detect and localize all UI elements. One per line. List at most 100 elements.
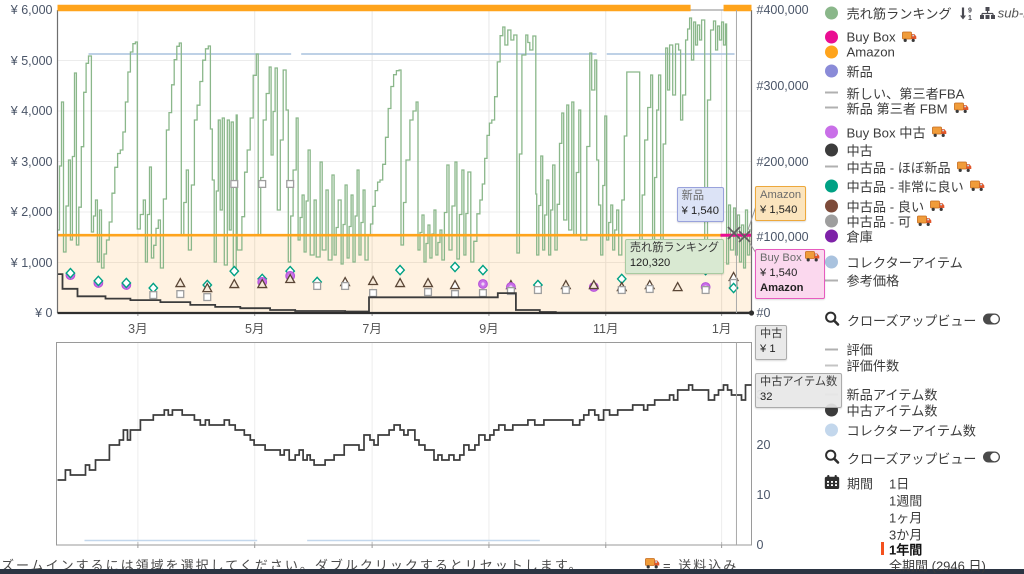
rank-tick-label: #300,000 (756, 78, 809, 93)
legend-item-新品 第三者 FBM[interactable]: 新品 第三者 FBM (824, 98, 969, 117)
legend-item-中古品 - 良い[interactable]: 中古品 - 良い (824, 196, 946, 215)
sitemap-icon (979, 7, 995, 20)
legend-item-新品[interactable]: 新品 (824, 61, 873, 80)
used-price-end-dot (748, 310, 755, 316)
legend-item-新しい、第三者FBA[interactable]: 新しい、第三者FBA (824, 83, 964, 102)
legend-color-dot (824, 214, 838, 228)
tooltip-used-value: ¥ 1 (760, 343, 776, 356)
legend-color-dot (824, 64, 838, 77)
legend-label: Buy Box (846, 29, 896, 45)
legend-dash-icon (824, 165, 838, 168)
calendar-icon (824, 474, 840, 492)
legend-item-倉庫[interactable]: 倉庫 (824, 227, 873, 246)
tooltip-used-price: 中古 ¥ 1 (755, 325, 788, 361)
tooltip-rank-title: 売れ筋ランキング (629, 242, 719, 254)
legend-label: 中古品 - 良い (846, 199, 925, 214)
price-tick-label: ¥ 5,000 (10, 53, 53, 68)
svg-text:1: 1 (968, 15, 972, 21)
status-bar: ズームインするには領域を選択してください。ダブルクリックするとリセットします。 … (1, 555, 736, 573)
period-option-1年間[interactable]: 1年間 (881, 539, 922, 558)
month-tick-label: 3月 (128, 322, 148, 336)
toggle-on-icon[interactable] (983, 451, 1001, 466)
period-selector-header: 期間 (824, 474, 880, 493)
legend-item-コレクターアイテム[interactable]: コレクターアイテム (824, 253, 963, 272)
legend-item-Amazon[interactable]: Amazon (824, 45, 895, 60)
sales-rank-line (57, 17, 753, 271)
legend-label: 売れ筋ランキング (846, 6, 952, 22)
tooltip-buybox-price: Buy Box ¥ 1,540 Amazon (755, 249, 825, 300)
toggle-on-icon[interactable] (983, 313, 1001, 328)
legend-color-dot (824, 6, 838, 20)
legend-color-dot (824, 199, 838, 212)
legend-label: 中古品 - 可 (846, 214, 911, 230)
period-option-1日[interactable]: 1日 (889, 476, 910, 492)
tooltip-new-title: 新品 (681, 190, 705, 202)
legend-color-dot (824, 30, 838, 44)
legend-color-dot (824, 45, 838, 59)
legend-label: コレクターアイテム (846, 255, 963, 271)
used-item-count-line (57, 384, 752, 481)
closeup-view-label: クローズアップビュー (847, 313, 977, 329)
rank-tick-label: #100,000 (756, 230, 809, 245)
legend-dash-icon (824, 348, 838, 350)
tooltip-sales-rank: 売れ筋ランキング 120,320 (624, 239, 724, 275)
closeup-view-top: クローズアップビュー (824, 311, 1001, 330)
closeup-view-label: クローズアップビュー (847, 451, 977, 467)
svg-text:9: 9 (968, 7, 972, 14)
tooltip-rank-value: 120,320 (629, 257, 671, 270)
legend-item-参考価格[interactable]: 参考価格 (824, 271, 900, 290)
legend-label: 新品 (846, 64, 873, 79)
price-tick-label: ¥ 1,000 (10, 255, 53, 270)
legend-item-Buy Box 中古[interactable]: Buy Box 中古 (824, 122, 947, 141)
legend-label: コレクターアイテム数 (846, 423, 977, 439)
truck-icon (804, 251, 820, 264)
tooltip-amazon-title: Amazon (760, 189, 802, 201)
month-tick-label: 11月 (593, 322, 619, 336)
count-tick-label: 10 (756, 488, 771, 502)
legend-item-Buy Box[interactable]: Buy Box (824, 29, 917, 45)
period-option-全期間 (2946 日)[interactable]: 全期間 (2946 日) (889, 558, 986, 573)
legend-label: 評価件数 (846, 358, 900, 374)
legend-label: 参考価格 (846, 273, 900, 289)
legend-item-コレクターアイテム数[interactable]: コレクターアイテム数 (824, 421, 977, 440)
used-price-line (57, 273, 753, 314)
legend-color-dot (824, 179, 838, 193)
legend-dash-icon (824, 106, 838, 109)
tooltip-used-count-value: 32 (760, 391, 773, 404)
legend-item-評価件数[interactable]: 評価件数 (824, 356, 900, 375)
price-tick-label: ¥ 3,000 (10, 154, 53, 169)
legend-label: 評価 (846, 342, 873, 358)
legend-item-中古品 - ほぼ新品[interactable]: 中古品 - ほぼ新品 (824, 157, 972, 176)
legend-item-中古品 - 可[interactable]: 中古品 - 可 (824, 212, 932, 231)
period-option-3か月[interactable]: 3か月 (889, 527, 923, 542)
legend-label: 中古 (846, 143, 873, 159)
bottom-dark-bar (0, 569, 1024, 574)
truck-icon (931, 124, 947, 139)
legend-label: 中古品 - ほぼ新品 (846, 160, 951, 175)
legend-item-売れ筋ランキング[interactable]: 売れ筋ランキング 91 sub-r (824, 4, 1024, 23)
truck-icon (930, 198, 945, 213)
period-option-1週間[interactable]: 1週間 (889, 493, 923, 509)
period-option-1ヶ月[interactable]: 1ヶ月 (889, 510, 923, 525)
tooltip-used-item-count: 中古アイテム数 32 (755, 373, 843, 409)
price-tick-label: ¥ 6,000 (10, 3, 53, 17)
truck-icon (645, 556, 660, 571)
month-tick-label: 7月 (362, 322, 382, 336)
tooltip-buybox-seller: Amazon (760, 282, 804, 295)
month-tick-label: 5月 (244, 322, 265, 336)
legend-item-中古[interactable]: 中古 (824, 141, 873, 160)
legend-color-dot (824, 125, 838, 138)
rank-tick-label: #400,000 (756, 3, 809, 17)
legend-label: 倉庫 (846, 229, 873, 245)
legend-item-中古品 - 非常に良い[interactable]: 中古品 - 非常に良い (824, 177, 985, 196)
legend-item-評価[interactable]: 評価 (824, 340, 873, 359)
legend-dash-icon (824, 364, 838, 366)
rank-tick-label: #0 (756, 306, 771, 320)
tooltip-buybox-value: ¥ 1,540 (760, 267, 798, 280)
truck-icon (917, 214, 932, 229)
legend-label: 新品アイテム数 (846, 387, 938, 403)
legend-color-dot (824, 143, 838, 157)
legend-color-dot (824, 229, 838, 243)
